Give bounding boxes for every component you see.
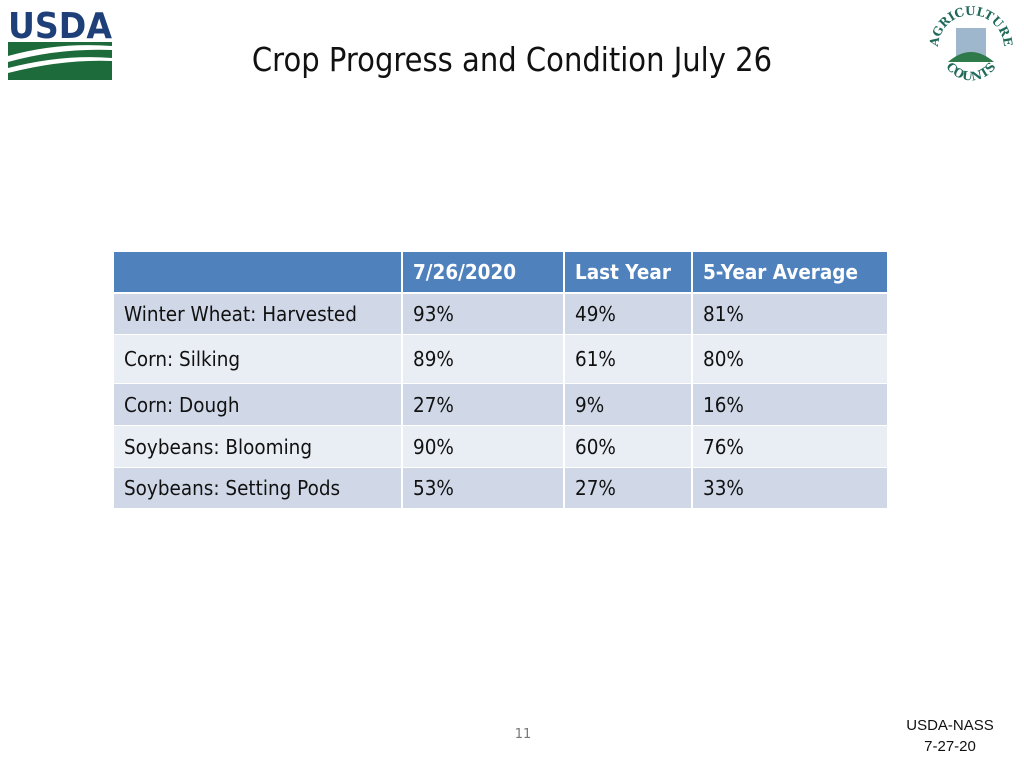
table-cell: 60%: [565, 426, 691, 467]
table-cell: Corn: Silking: [114, 335, 401, 383]
logo-swoosh: [8, 45, 112, 62]
cell-text: 53%: [413, 476, 454, 500]
slide-title: Crop Progress and Condition July 26: [251, 40, 773, 79]
header-cell: 7/26/2020: [403, 252, 563, 292]
cell-text: 76%: [703, 434, 744, 459]
cell-text: 89%: [413, 347, 454, 371]
table-cell: 53%: [403, 468, 563, 508]
cell-text: 93%: [413, 302, 454, 326]
cell-text: 27%: [413, 392, 454, 417]
footer-source: USDA-NASS 7-27-20: [890, 715, 1010, 757]
table-cell: 33%: [693, 468, 887, 508]
cell-text: 90%: [413, 434, 454, 459]
table-cell: 76%: [693, 426, 887, 467]
header-cell: [114, 252, 401, 292]
cell-text: 61%: [575, 347, 616, 371]
cell-text: Corn: Silking: [124, 347, 241, 371]
table-cell: 61%: [565, 335, 691, 383]
cell-text: Corn: Dough: [124, 392, 240, 417]
logo-hill: [948, 52, 994, 62]
table-cell: 27%: [403, 384, 563, 425]
table-cell: 16%: [693, 384, 887, 425]
cell-text: 5-Year Average: [703, 260, 858, 284]
table-cell: 81%: [693, 294, 887, 334]
cell-text: Soybeans: Setting Pods: [124, 476, 341, 500]
source-text: USDA-NASS: [906, 717, 994, 734]
table-cell: Corn: Dough: [114, 384, 401, 425]
cell-text: Winter Wheat: Harvested: [124, 302, 357, 326]
header-cell: Last Year: [565, 252, 691, 292]
table-cell: Soybeans: Blooming: [114, 426, 401, 467]
header-cell: 5-Year Average: [693, 252, 887, 292]
cell-text: Last Year: [575, 260, 671, 284]
table-cell: 27%: [565, 468, 691, 508]
table-cell: 9%: [565, 384, 691, 425]
usda-logo-text: USDA: [8, 6, 112, 47]
cell-text: 80%: [703, 347, 744, 371]
cell-text: 81%: [703, 302, 744, 326]
cell-text: 49%: [575, 302, 616, 326]
cell-text: Soybeans: Blooming: [124, 434, 313, 459]
table-cell: 89%: [403, 335, 563, 383]
table-cell: 90%: [403, 426, 563, 467]
ag-counts-logo: AGRICULTURE COUNTS: [927, 4, 1015, 84]
cell-text: 60%: [575, 434, 616, 459]
cell-text: 16%: [703, 392, 744, 417]
table-cell: Soybeans: Setting Pods: [114, 468, 401, 508]
table-cell: Winter Wheat: Harvested: [114, 294, 401, 334]
cell-text: 7/26/2020: [413, 260, 517, 284]
page-number: 11: [514, 727, 532, 742]
cell-text: 27%: [575, 476, 616, 500]
table-cell: 93%: [403, 294, 563, 334]
usda-logo: USDA: [8, 6, 112, 80]
table-cell: 49%: [565, 294, 691, 334]
cell-text: 9%: [575, 392, 605, 417]
logo-swoosh: [8, 57, 112, 73]
date-text: 7-27-20: [924, 738, 976, 755]
cell-text: 33%: [703, 476, 744, 500]
table-cell: 80%: [693, 335, 887, 383]
